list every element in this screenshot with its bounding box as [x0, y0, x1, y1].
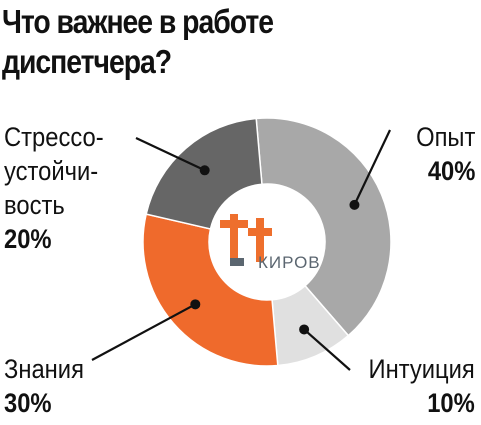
leader-lines-group: [91, 129, 391, 371]
leader-dot-knowledge: [190, 299, 201, 310]
stress-label-line-1: Стрессо-: [4, 122, 104, 152]
stress-label-line-2: устойчи-: [4, 156, 99, 186]
slice-label-knowledge: Знания 30%: [4, 352, 84, 420]
logo: КИРОВ: [209, 184, 325, 300]
leader-line-knowledge: [91, 303, 196, 361]
slice-label-stress: Стрессо- устойчи- вость 20%: [4, 120, 104, 256]
title-line-1: Что важнее в работе: [2, 3, 274, 40]
slice-label-intuition: Интуиция 10%: [369, 352, 475, 420]
logo-background: [209, 184, 325, 300]
leader-line-experience: [353, 129, 391, 206]
knowledge-value: 30%: [4, 388, 52, 418]
intuition-label: Интуиция: [368, 354, 475, 384]
title-line-2: диспетчера?: [2, 43, 172, 80]
leader-dot-intuition: [299, 324, 310, 335]
logo-text: КИРОВ: [258, 253, 321, 272]
stress-value: 20%: [4, 224, 52, 254]
stress-label-line-3: вость: [4, 190, 65, 220]
experience-value: 40%: [427, 156, 475, 186]
chart-title: Что важнее в работе диспетчера?: [2, 2, 406, 82]
leader-line-intuition: [303, 328, 351, 371]
knowledge-label: Знания: [4, 354, 84, 384]
leader-dot-stress: [199, 165, 210, 176]
logo-mark-icon: [220, 214, 272, 266]
experience-label: Опыт: [415, 122, 475, 152]
leader-line-stress: [135, 137, 206, 172]
slice-label-experience: Опыт 40%: [416, 120, 475, 188]
intuition-value: 10%: [427, 388, 475, 418]
leader-dot-experience: [349, 199, 360, 210]
